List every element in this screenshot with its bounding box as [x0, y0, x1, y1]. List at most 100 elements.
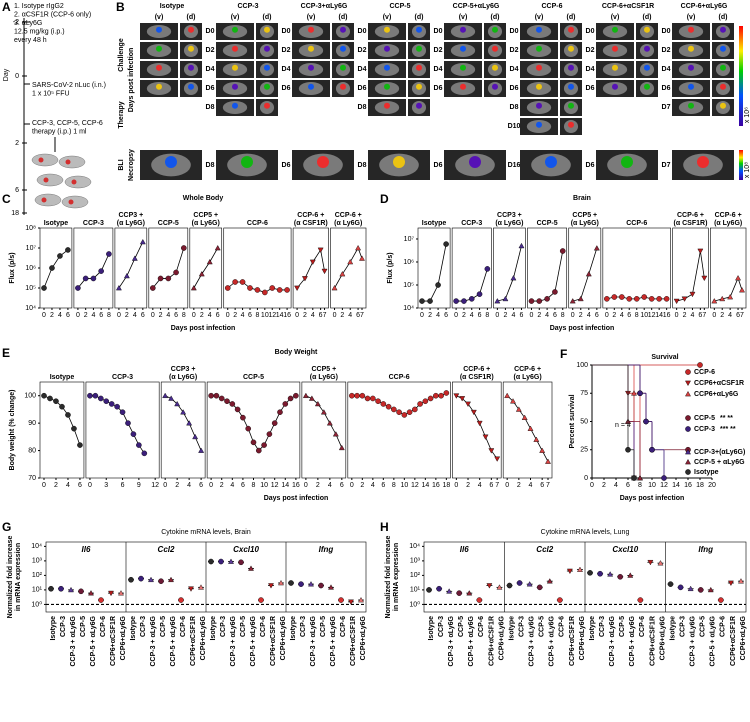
bli-signal — [188, 45, 194, 52]
x-tick-label: 4 — [587, 312, 591, 319]
view-label: (d) — [567, 14, 576, 21]
marker — [98, 395, 104, 402]
marker — [41, 392, 47, 399]
colorbar — [739, 26, 743, 126]
bli-signal — [156, 45, 162, 52]
x-tick-label: 4 — [348, 312, 352, 319]
subpanel-title: CCP5 + — [572, 212, 597, 219]
x-tick-label: 0 — [454, 482, 458, 489]
x-tick-label: 4 — [311, 312, 315, 319]
subpanel-title: CCP3 + — [171, 366, 196, 373]
view-label: (v) — [535, 14, 544, 21]
bli-signal — [384, 64, 390, 71]
y-tick-label: 75 — [580, 390, 588, 397]
x-tick-label: 2 — [503, 312, 507, 319]
group-label: CCP-6 — [100, 616, 107, 637]
legend-label: CCP-3+(αLy6G) — [694, 449, 745, 456]
mouse-signal — [71, 179, 77, 185]
marker — [435, 282, 441, 288]
subpanel-title: (α Ly6G) — [169, 374, 197, 381]
group-label: Isotype — [508, 616, 515, 641]
bli-signal — [644, 45, 650, 52]
x-tick-label: 2 — [537, 312, 541, 319]
group-label: Isotype — [428, 616, 435, 641]
mouse-signal — [41, 197, 47, 203]
day-label: D8 — [206, 104, 215, 111]
marker — [627, 572, 634, 578]
marker — [332, 431, 339, 437]
marker — [364, 395, 371, 402]
marker — [559, 248, 566, 254]
subpanel-title: Isotype — [44, 220, 69, 227]
x-tick-label: 12 — [411, 482, 419, 489]
subpanel-title: CCP-3 — [83, 220, 104, 227]
timeline-day: 2 — [15, 140, 19, 147]
x-axis-label: Days post infection — [264, 495, 329, 502]
bli-signal — [384, 102, 390, 109]
challenge-step: 1 x 10⁵ FFU — [32, 90, 70, 97]
marker — [82, 275, 89, 282]
marker — [626, 296, 633, 302]
colorbar-label: x 10⁸ — [744, 162, 750, 178]
marker — [604, 296, 610, 302]
day-label: D2 — [434, 47, 443, 54]
marker — [77, 442, 83, 448]
x-tick-label: 9 — [137, 482, 141, 489]
marker — [526, 581, 533, 587]
marker — [391, 406, 397, 413]
group-label: CCP-3 + αLy6G — [609, 615, 616, 666]
marker — [298, 581, 304, 587]
x-tick-label: 4 — [91, 312, 95, 319]
marker — [396, 409, 402, 415]
x-tick-label: 2 — [462, 312, 466, 319]
marker — [426, 587, 432, 593]
marker — [685, 369, 691, 375]
bli-signal — [536, 45, 542, 52]
marker — [108, 401, 115, 407]
subpanel-frame — [301, 381, 347, 479]
y-axis-label: in mRNA expression — [15, 543, 22, 611]
y-tick-label: 50 — [580, 418, 588, 425]
marker — [301, 276, 308, 282]
legend-label: Isotype — [694, 469, 719, 476]
x-tick-label: 14 — [672, 482, 680, 489]
marker — [228, 558, 234, 564]
bli-signal — [460, 83, 466, 90]
marker — [488, 448, 495, 454]
x-tick-label: 6 — [356, 312, 360, 319]
bli-signal — [264, 83, 270, 90]
x-tick-label: 0 — [209, 482, 213, 489]
timeline-day: 0 — [15, 73, 19, 80]
group-label: CCP6+αLy6G — [200, 615, 207, 660]
x-tick-label: 0 — [675, 312, 679, 319]
therapy-step: therapy (i.p.) 1 ml — [32, 128, 87, 135]
marker — [470, 409, 477, 416]
view-label: (d) — [263, 14, 272, 21]
marker — [446, 588, 453, 594]
marker — [250, 439, 257, 446]
subpanel-title: CCP-6 + — [297, 212, 324, 219]
bli-signal — [612, 64, 618, 71]
x-tick-label: 0 — [454, 312, 458, 319]
day-label: D8 — [206, 162, 215, 169]
day-label: D6 — [510, 85, 519, 92]
group-name: CCP-3 — [237, 3, 258, 10]
marker — [466, 590, 473, 596]
marker — [247, 285, 253, 291]
group-label: CCP-5 + αLy6G — [330, 615, 337, 666]
subpanel-title: (α Ly6G) — [310, 374, 338, 381]
x-tick-label: 2 — [428, 312, 432, 319]
bli-signal — [688, 83, 694, 90]
bli-signal — [416, 102, 422, 109]
bli-signal — [720, 102, 726, 109]
marker — [406, 409, 413, 415]
x-tick-label: 14 — [281, 482, 289, 489]
bli-signal — [688, 64, 694, 71]
day-label: D4 — [586, 66, 595, 73]
bli-signal — [340, 83, 346, 90]
marker — [271, 420, 278, 426]
y-tick-label: 100 — [576, 362, 588, 369]
y-tick-label: 10⁴ — [403, 305, 414, 312]
x-tick-label: 4 — [166, 312, 170, 319]
